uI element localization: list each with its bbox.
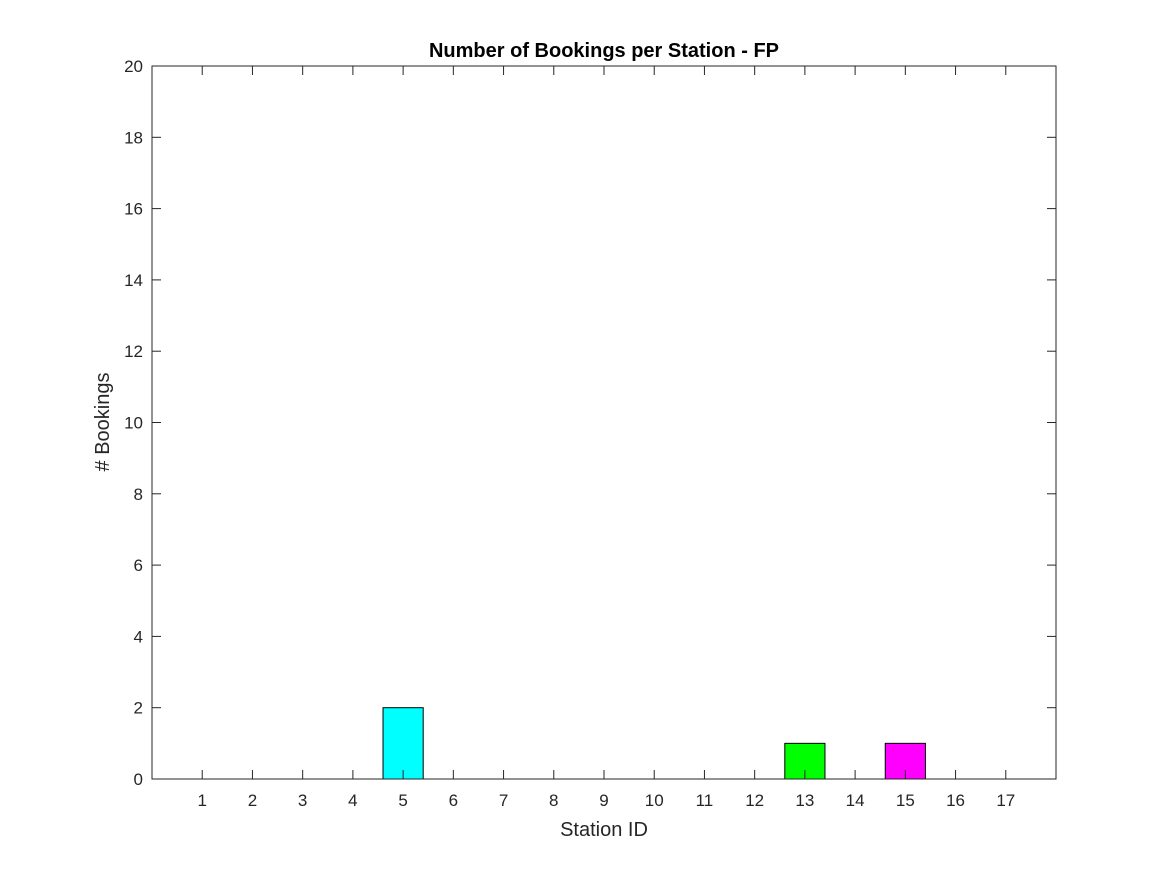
x-tick-label: 16 bbox=[946, 791, 965, 810]
x-tick-label: 7 bbox=[499, 791, 508, 810]
x-tick-label: 17 bbox=[996, 791, 1015, 810]
chart-title: Number of Bookings per Station - FP bbox=[429, 40, 779, 62]
bars bbox=[382, 707, 926, 780]
y-tick-label: 16 bbox=[124, 200, 143, 219]
x-tick-label: 11 bbox=[696, 791, 714, 810]
x-tick-label: 3 bbox=[298, 791, 307, 810]
y-tick-label: 12 bbox=[124, 342, 143, 361]
x-tick-label: 12 bbox=[745, 791, 764, 810]
x-tick-label: 10 bbox=[645, 791, 664, 810]
y-tick-label: 6 bbox=[134, 556, 143, 575]
axes-box bbox=[151, 65, 1057, 780]
y-tick-label: 10 bbox=[124, 414, 143, 433]
x-tick-label: 4 bbox=[348, 791, 357, 810]
bar-station-5 bbox=[382, 707, 424, 780]
y-tick-label: 4 bbox=[134, 627, 143, 646]
x-tick-label: 9 bbox=[599, 791, 608, 810]
y-tick-label: 18 bbox=[124, 128, 143, 147]
x-tick-label: 14 bbox=[846, 791, 865, 810]
x-tick-label: 2 bbox=[248, 791, 257, 810]
y-tick-label: 20 bbox=[124, 57, 143, 76]
axis-ticks: 1 2 3 4 5 6 7 8 9 10 11 12 13 14 15 16 17024681012141618… bbox=[124, 57, 1056, 810]
x-tick-label: 13 bbox=[795, 791, 814, 810]
x-tick-label: 5 bbox=[398, 791, 407, 810]
x-tick-label: 6 bbox=[449, 791, 458, 810]
y-tick-label: 0 bbox=[134, 770, 143, 789]
y-tick-label: 14 bbox=[124, 271, 143, 290]
plot-area bbox=[152, 66, 1056, 779]
x-tick-label: 1 bbox=[197, 791, 206, 810]
x-axis-label: Station ID bbox=[560, 819, 648, 841]
x-tick-label: 8 bbox=[549, 791, 558, 810]
y-tick-label: 2 bbox=[134, 699, 143, 718]
x-tick-label: 15 bbox=[896, 791, 915, 810]
y-tick-label: 8 bbox=[134, 485, 143, 504]
y-axis-label: # Bookings bbox=[92, 373, 114, 472]
